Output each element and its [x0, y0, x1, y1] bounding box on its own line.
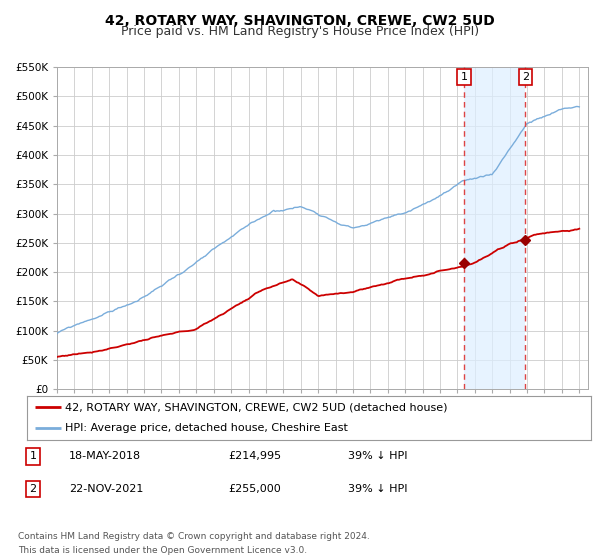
Text: 22-NOV-2021: 22-NOV-2021 — [69, 484, 143, 494]
Text: 42, ROTARY WAY, SHAVINGTON, CREWE, CW2 5UD: 42, ROTARY WAY, SHAVINGTON, CREWE, CW2 5… — [105, 14, 495, 28]
Text: 2: 2 — [29, 484, 37, 494]
Text: This data is licensed under the Open Government Licence v3.0.: This data is licensed under the Open Gov… — [18, 546, 307, 555]
Text: Price paid vs. HM Land Registry's House Price Index (HPI): Price paid vs. HM Land Registry's House … — [121, 25, 479, 38]
Text: 2: 2 — [522, 72, 529, 82]
Text: £255,000: £255,000 — [228, 484, 281, 494]
Text: 39% ↓ HPI: 39% ↓ HPI — [348, 451, 407, 461]
Text: 1: 1 — [461, 72, 467, 82]
Text: 39% ↓ HPI: 39% ↓ HPI — [348, 484, 407, 494]
Text: 18-MAY-2018: 18-MAY-2018 — [69, 451, 141, 461]
Text: £214,995: £214,995 — [228, 451, 281, 461]
Text: HPI: Average price, detached house, Cheshire East: HPI: Average price, detached house, Ches… — [65, 423, 348, 433]
Text: 1: 1 — [29, 451, 37, 461]
Bar — [464, 67, 526, 389]
Text: Contains HM Land Registry data © Crown copyright and database right 2024.: Contains HM Land Registry data © Crown c… — [18, 532, 370, 541]
Text: 42, ROTARY WAY, SHAVINGTON, CREWE, CW2 5UD (detached house): 42, ROTARY WAY, SHAVINGTON, CREWE, CW2 5… — [65, 402, 448, 412]
